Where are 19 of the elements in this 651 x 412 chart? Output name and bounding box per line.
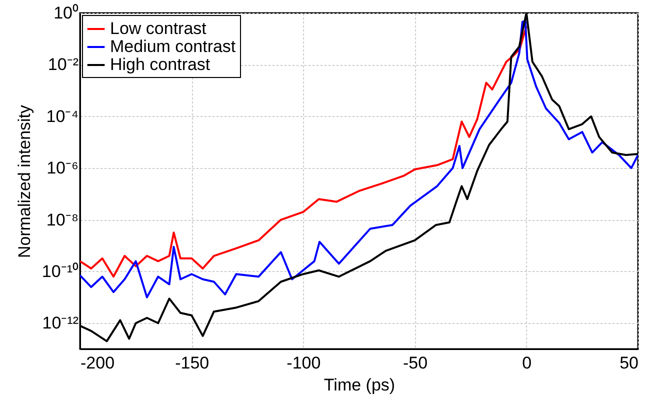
x-tick-label: -50	[403, 354, 428, 372]
y-tick-label: 10⁻⁸	[46, 210, 78, 230]
y-tick-label: 10⁻⁴	[46, 106, 78, 126]
x-tick-label: 0	[522, 354, 532, 372]
y-tick-label: 10⁻²	[48, 55, 79, 74]
y-tick-label: 10⁻¹²	[42, 314, 79, 333]
x-axis-title: Time (ps)	[324, 376, 396, 394]
x-tick-label: -100	[286, 354, 321, 372]
y-tick-label: 10⁻⁶	[46, 158, 78, 178]
x-tick-label: -150	[175, 354, 210, 372]
line-series	[80, 20, 638, 298]
legend-label: Medium contrast	[110, 37, 236, 56]
legend-label: Low contrast	[110, 19, 207, 38]
legend-label: High contrast	[110, 55, 210, 74]
y-axis-title: Normalized intensity	[14, 104, 34, 258]
x-tick-label: 50	[620, 354, 638, 372]
y-tick-label: 10⁰	[54, 4, 78, 22]
y-tick-label: 10⁻¹⁰	[42, 262, 78, 281]
x-tick-label: -200	[80, 354, 115, 372]
